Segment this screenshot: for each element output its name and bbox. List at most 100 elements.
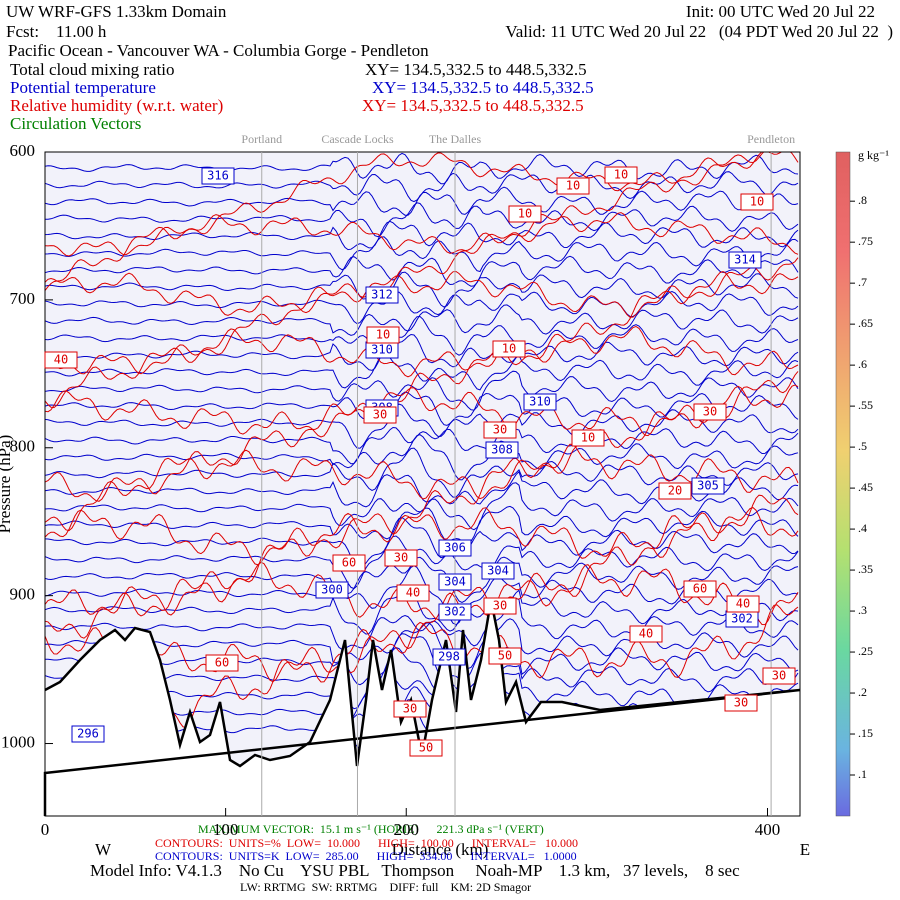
theta-contour [45, 647, 799, 710]
contour-label: 304 [444, 575, 466, 589]
contour-label: 316 [207, 169, 229, 183]
contour-label: 30 [772, 669, 786, 683]
contour-label-box [363, 406, 397, 424]
contour-label: 310 [371, 343, 393, 357]
theta-contour [45, 434, 799, 481]
contour-label: 50 [419, 741, 433, 755]
contour-label-box [481, 562, 515, 580]
contour-label-box [483, 421, 517, 439]
contour-label: 10 [502, 342, 516, 356]
field-xy: XY= 134.5,332.5 to 448.5,332.5 [362, 96, 584, 115]
contour-label-box [438, 573, 472, 591]
contour-label-box [205, 654, 239, 672]
theta-contour [45, 304, 799, 336]
contour-label-box [762, 667, 796, 685]
y-tick-label: 700 [10, 289, 36, 308]
contour-label-box [724, 694, 758, 712]
y-tick-label: 800 [10, 437, 36, 456]
colorbar-label: .7 [858, 275, 867, 289]
west-label: W [95, 840, 112, 859]
theta-contour [45, 597, 799, 650]
rh-contour [45, 564, 799, 683]
colorbar-unit: g kg⁻¹ [858, 148, 889, 162]
theta-contour [45, 565, 799, 626]
y-tick-label: 900 [10, 585, 36, 604]
contour-label-box [508, 205, 542, 223]
contour-label-box [571, 429, 605, 447]
theta-contour [45, 152, 799, 185]
colorbar-label: .1 [858, 767, 867, 781]
colorbar-label: .75 [858, 234, 873, 248]
contour-label: 60 [342, 556, 356, 570]
model-info: Model Info: V4.1.3 No Cu YSU PBL Thompso… [90, 861, 740, 880]
colorbar-label: .5 [858, 439, 867, 453]
contour-label-box [365, 286, 399, 304]
theta-contour [45, 586, 799, 635]
contour-label-box [485, 441, 519, 459]
contour-label: 40 [54, 353, 68, 367]
colorbar-label: .55 [858, 398, 873, 412]
field-list: Total cloud mixing ratio XY= 134.5,332.5 … [10, 60, 594, 133]
colorbar-label: .6 [858, 357, 867, 371]
colorbar-label: .25 [858, 644, 873, 658]
theta-contour [45, 424, 799, 465]
theta-contour [45, 535, 799, 590]
contour-label: 40 [406, 586, 420, 600]
theta-contour [45, 672, 799, 722]
contour-label: 30 [703, 405, 717, 419]
field-name: Total cloud mixing ratio [10, 60, 175, 79]
contour-label: 308 [491, 443, 513, 457]
contour-label: 10 [566, 179, 580, 193]
contour-label-box [71, 725, 105, 743]
location-label: Portland [241, 132, 282, 146]
contour-label: 40 [736, 597, 750, 611]
contour-label: 10 [581, 431, 595, 445]
rh-contour [45, 443, 799, 566]
contour-label: 10 [518, 207, 532, 221]
plot-frame [44, 151, 801, 817]
model-title: UW WRF-GFS 1.33km Domain [6, 2, 227, 21]
valid-time: Valid: 11 UTC Wed 20 Jul 22 (04 PDT Wed … [505, 22, 893, 41]
contour-label-box [683, 580, 717, 598]
x-tick-label: 200 [393, 820, 419, 839]
contour-label-box [201, 167, 235, 185]
contour-label: 298 [438, 650, 460, 664]
contour-label-box [658, 482, 692, 500]
contour-label-box [315, 581, 349, 599]
contour-label: 296 [77, 727, 99, 741]
rh-contour [45, 384, 799, 532]
contour-label-box [44, 351, 78, 369]
contour-label: 30 [734, 696, 748, 710]
colorbar-label: .4 [858, 521, 867, 535]
theta-contour [45, 290, 799, 325]
contour-label: 20 [668, 484, 682, 498]
contour-label-box [366, 326, 400, 344]
field-xy: XY= 134.5,332.5 to 448.5,332.5 [365, 60, 587, 79]
contour-label-box [393, 700, 427, 718]
colorbar-label: .35 [858, 562, 873, 576]
field-xy: XY= 134.5,332.5 to 448.5,332.5 [372, 78, 594, 97]
contour-label-box [523, 393, 557, 411]
forecast-hour: Fcst: 11.00 h [6, 22, 107, 41]
theta-contour-info: CONTOURS: UNITS=K LOW= 285.00 HIGH= 334.… [155, 849, 577, 863]
x-tick-label: 400 [755, 820, 781, 839]
colorbar-label: .65 [858, 316, 873, 330]
theta-contour [45, 202, 799, 238]
contour-label: 50 [498, 649, 512, 663]
init-time: Init: 00 UTC Wed 20 Jul 22 [686, 2, 875, 21]
contour-label: 60 [215, 656, 229, 670]
theta-contour [45, 391, 799, 426]
rh-contour [45, 271, 799, 409]
max-vector: MAXIMUM VECTOR: 15.1 m s⁻¹ (HORIZ) 221.3… [198, 822, 544, 836]
contour-label-box [693, 403, 727, 421]
contour-label-box [629, 625, 663, 643]
x-tick-label: 100 [213, 820, 239, 839]
colorbar-label: .2 [858, 685, 867, 699]
contour-label-box [691, 477, 725, 495]
location-label: The Dalles [429, 132, 482, 146]
contour-label-box [438, 539, 472, 557]
contour-label: 305 [697, 479, 719, 493]
contour-label-box [728, 251, 762, 269]
contour-label-box [726, 595, 760, 613]
